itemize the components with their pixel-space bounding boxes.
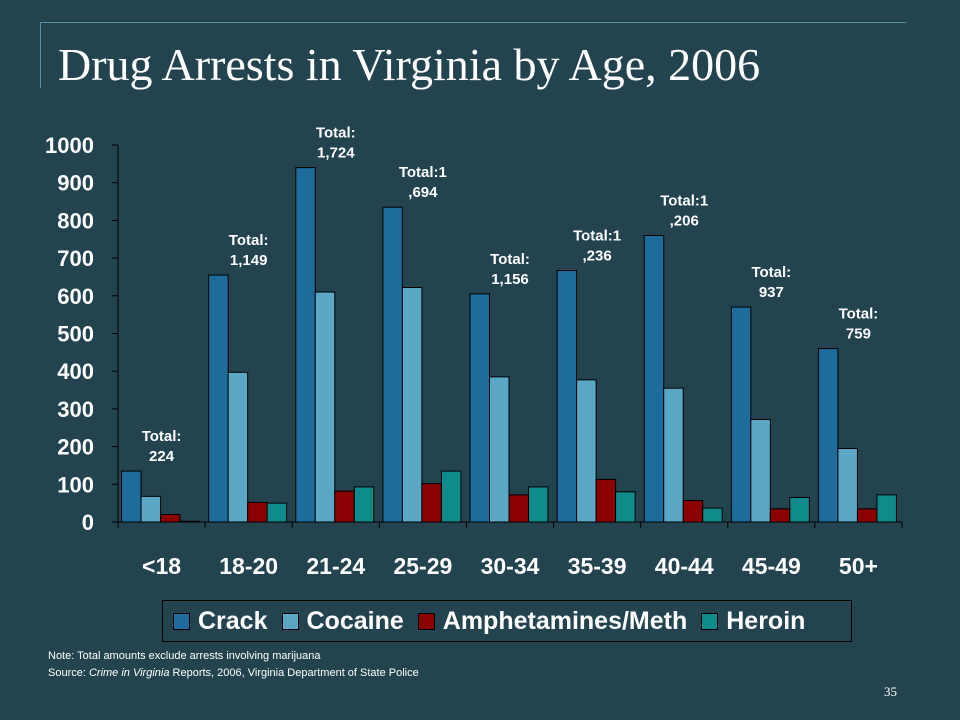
bar bbox=[382, 206, 403, 523]
y-tick-label: 500 bbox=[57, 322, 94, 347]
total-label-line1: Total: bbox=[316, 125, 356, 142]
legend-label: Amphetamines/Meth bbox=[442, 606, 688, 635]
total-label-line2: ,236 bbox=[583, 248, 612, 265]
legend-swatch bbox=[417, 612, 435, 630]
bar bbox=[556, 270, 578, 523]
total-label-line1: Total:1 bbox=[660, 192, 708, 209]
total-label-line1: Total: bbox=[490, 251, 530, 268]
bar bbox=[682, 500, 704, 523]
legend-item: Heroin bbox=[701, 607, 805, 636]
x-tick-label: 45-49 bbox=[742, 553, 801, 579]
bar bbox=[353, 486, 375, 523]
bar-chart: 0 100 200 300 400 500 600 700 800 900 1000 <18 Total… bbox=[45, 125, 903, 579]
legend-label: Crack bbox=[198, 606, 268, 635]
bar bbox=[140, 495, 162, 523]
plot-area: 0 100 200 300 400 500 600 700 800 900 1000 <18 Total… bbox=[45, 125, 903, 579]
total-label-line2: ,694 bbox=[408, 184, 438, 201]
bar bbox=[702, 507, 723, 523]
bar bbox=[489, 376, 510, 523]
x-tick-label: 50+ bbox=[839, 553, 878, 579]
bar bbox=[401, 287, 423, 523]
source-prefix: Source: bbox=[48, 667, 89, 679]
x-tick-label: 30-34 bbox=[481, 553, 540, 579]
bar bbox=[817, 348, 839, 523]
bar bbox=[227, 371, 249, 523]
bar bbox=[295, 167, 316, 523]
legend-item: Crack bbox=[173, 607, 268, 636]
bar bbox=[440, 470, 462, 523]
legend-item: Cocaine bbox=[281, 606, 404, 636]
bar bbox=[663, 387, 684, 523]
total-label-line2: 759 bbox=[846, 326, 871, 343]
bar bbox=[750, 418, 771, 523]
total-label-line1: Total: bbox=[839, 306, 879, 323]
total-label-line1: Total: bbox=[142, 428, 182, 445]
total-label-line1: Total:1 bbox=[399, 164, 447, 181]
y-tick-label: 900 bbox=[57, 171, 94, 196]
total-label-line2: 1,149 bbox=[230, 252, 268, 269]
bar bbox=[266, 502, 288, 523]
y-tick-label: 700 bbox=[57, 246, 94, 271]
x-tick-label: 18-20 bbox=[219, 553, 278, 579]
total-label-line2: 224 bbox=[149, 448, 175, 465]
bar bbox=[856, 508, 878, 523]
legend-label: Cocaine bbox=[306, 606, 404, 635]
total-label-line1: Total: bbox=[229, 232, 269, 249]
bar bbox=[247, 501, 268, 523]
source-line: Source: Crime in Virginia Reports, 2006,… bbox=[48, 667, 419, 679]
legend-item: Amphetamines/Meth bbox=[417, 606, 688, 636]
total-label-line2: 1,724 bbox=[317, 145, 355, 162]
x-tick-label: 21-24 bbox=[306, 553, 365, 579]
legend-label: Heroin bbox=[726, 606, 806, 635]
bar bbox=[615, 491, 636, 523]
source-title: Crime in Virginia bbox=[88, 667, 170, 679]
bar bbox=[469, 293, 490, 523]
y-tick-label: 0 bbox=[82, 510, 94, 535]
y-tick-label: 800 bbox=[57, 208, 94, 233]
bar bbox=[508, 494, 529, 523]
total-label-line2: ,206 bbox=[670, 212, 699, 229]
bar bbox=[789, 496, 810, 523]
bar bbox=[576, 379, 597, 523]
total-label-line1: Total: bbox=[751, 264, 791, 281]
y-tick-label: 1000 bbox=[45, 133, 94, 158]
legend-swatch bbox=[701, 612, 719, 630]
footnote: Note: Total amounts exclude arrests invo… bbox=[48, 650, 321, 662]
y-tick-label: 100 bbox=[57, 472, 94, 497]
bar bbox=[769, 508, 791, 523]
bar bbox=[121, 470, 142, 523]
x-tick-label: 40-44 bbox=[655, 553, 714, 579]
slide-frame-top-rule bbox=[40, 22, 906, 23]
bar bbox=[643, 234, 665, 523]
x-tick-label: 35-39 bbox=[568, 553, 627, 579]
bar bbox=[876, 494, 897, 523]
bar bbox=[528, 486, 549, 523]
bar bbox=[208, 274, 229, 523]
x-tick-label: 25-29 bbox=[393, 553, 452, 579]
slide-frame-left-rule bbox=[40, 22, 41, 88]
slide-title: Drug Arrests in Virginia by Age, 2006 bbox=[58, 39, 761, 90]
bar bbox=[334, 490, 355, 523]
chart-legend: Crack Cocaine Amphetamines/Meth Heroin bbox=[162, 600, 852, 642]
bar bbox=[595, 478, 617, 523]
bar bbox=[730, 306, 752, 523]
y-tick-label: 400 bbox=[57, 359, 94, 384]
bar bbox=[421, 483, 442, 523]
y-tick-label: 600 bbox=[57, 284, 94, 309]
bar bbox=[314, 291, 336, 523]
source-suffix: Reports, 2006, Virginia Department of St… bbox=[169, 667, 419, 679]
legend-swatch bbox=[173, 612, 190, 630]
y-tick-label: 300 bbox=[57, 397, 94, 422]
total-label-line2: 937 bbox=[759, 284, 784, 301]
x-tick-label: <18 bbox=[142, 553, 181, 579]
y-tick-label: 200 bbox=[57, 435, 94, 460]
total-label-line1: Total:1 bbox=[573, 228, 621, 245]
page-number: 35 bbox=[884, 684, 897, 699]
legend-swatch bbox=[281, 612, 299, 630]
bar bbox=[160, 513, 181, 523]
bar bbox=[179, 520, 201, 523]
bar bbox=[837, 447, 858, 523]
total-label-line2: 1,156 bbox=[491, 271, 529, 288]
